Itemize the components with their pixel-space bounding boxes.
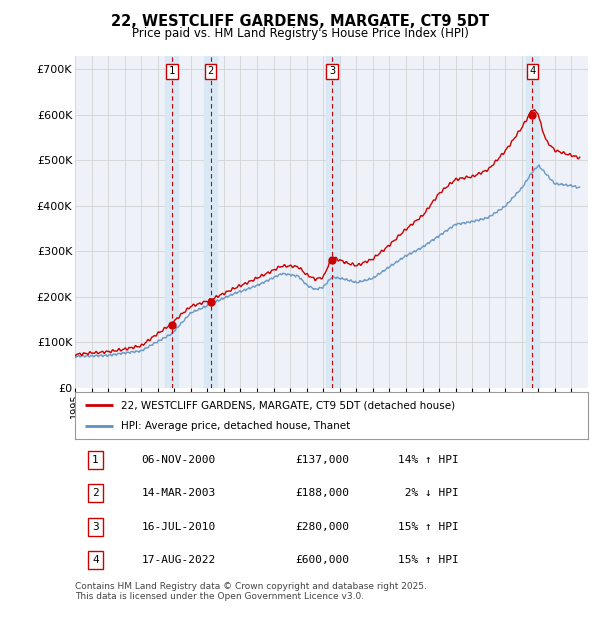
Text: 1: 1 — [92, 455, 99, 465]
Text: 22, WESTCLIFF GARDENS, MARGATE, CT9 5DT: 22, WESTCLIFF GARDENS, MARGATE, CT9 5DT — [111, 14, 489, 29]
Text: Contains HM Land Registry data © Crown copyright and database right 2025.
This d: Contains HM Land Registry data © Crown c… — [75, 582, 427, 601]
Text: 15% ↑ HPI: 15% ↑ HPI — [398, 521, 459, 531]
Text: 2: 2 — [208, 66, 214, 76]
Text: £188,000: £188,000 — [296, 489, 350, 498]
Text: 16-JUL-2010: 16-JUL-2010 — [142, 521, 216, 531]
Text: 2: 2 — [92, 489, 99, 498]
Text: HPI: Average price, detached house, Thanet: HPI: Average price, detached house, Than… — [121, 422, 350, 432]
Text: 14% ↑ HPI: 14% ↑ HPI — [398, 455, 459, 465]
Bar — [526, 56, 539, 388]
Text: £137,000: £137,000 — [296, 455, 350, 465]
Text: 3: 3 — [92, 521, 99, 531]
Text: 06-NOV-2000: 06-NOV-2000 — [142, 455, 216, 465]
Text: £280,000: £280,000 — [296, 521, 350, 531]
Text: 1: 1 — [169, 66, 175, 76]
Bar — [326, 56, 339, 388]
Bar — [165, 56, 178, 388]
Text: 4: 4 — [92, 555, 99, 565]
Text: 15% ↑ HPI: 15% ↑ HPI — [398, 555, 459, 565]
Text: 17-AUG-2022: 17-AUG-2022 — [142, 555, 216, 565]
Text: 22, WESTCLIFF GARDENS, MARGATE, CT9 5DT (detached house): 22, WESTCLIFF GARDENS, MARGATE, CT9 5DT … — [121, 400, 455, 410]
Text: 2% ↓ HPI: 2% ↓ HPI — [398, 489, 459, 498]
Bar — [204, 56, 217, 388]
Text: 14-MAR-2003: 14-MAR-2003 — [142, 489, 216, 498]
Text: Price paid vs. HM Land Registry's House Price Index (HPI): Price paid vs. HM Land Registry's House … — [131, 27, 469, 40]
Text: 4: 4 — [529, 66, 535, 76]
Text: £600,000: £600,000 — [296, 555, 350, 565]
Text: 3: 3 — [329, 66, 335, 76]
